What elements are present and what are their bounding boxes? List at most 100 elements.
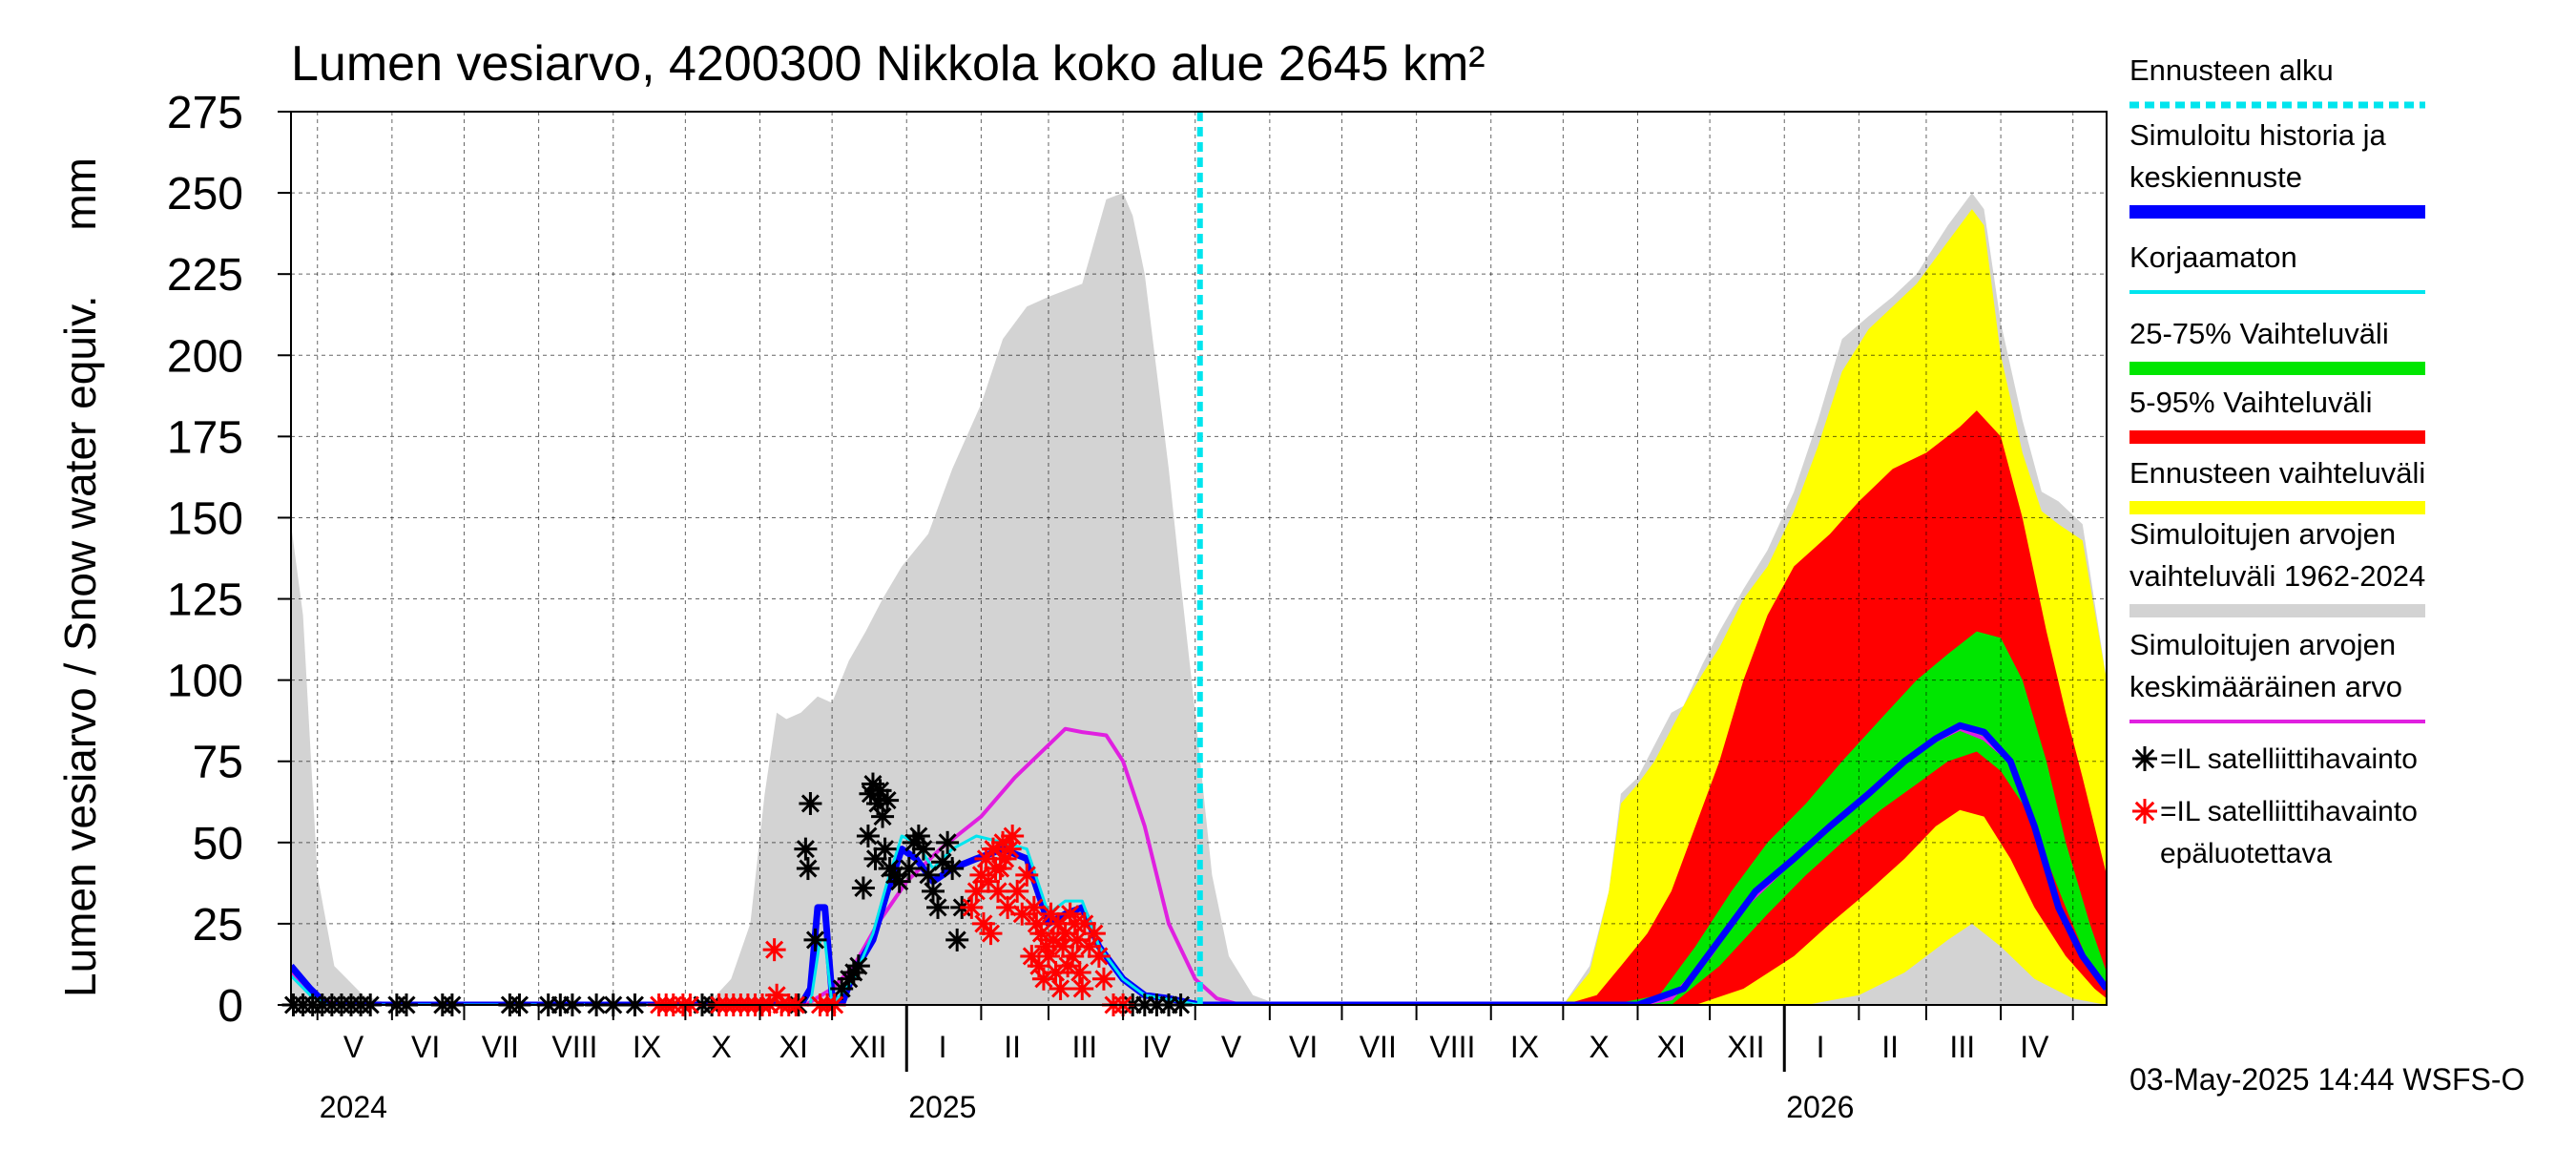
y-tick-label: 75 xyxy=(193,738,243,788)
legend-label: 25-75% Vaihteluväli xyxy=(2129,317,2389,350)
y-axis: 0 25 50 75 100 125 150 175 200 225 250 275 xyxy=(167,88,291,1032)
legend-item-simuloitu-historia-ja-keskiennuste: Simuloitu historia ja keskiennuste xyxy=(2129,118,2425,219)
x-year-label: 2025 xyxy=(908,1090,976,1124)
y-tick-label: 150 xyxy=(167,493,243,544)
marker-il-satelliittihavainto-ep-luotettava xyxy=(1068,960,1091,984)
marker-il-satelliittihavainto-ep-luotettava xyxy=(979,922,1003,946)
x-month-label: I xyxy=(939,1030,947,1064)
x-month-label: IV xyxy=(1142,1030,1172,1064)
legend-label: Simuloitujen arvojen xyxy=(2129,628,2396,661)
marker-il-satelliittihavainto xyxy=(846,954,870,978)
x-month-label: VII xyxy=(482,1030,519,1064)
footer-timestamp: 03-May-2025 14:44 WSFS-O xyxy=(2129,1062,2524,1097)
y-axis-unit: mm xyxy=(55,157,105,231)
legend-label: vaihteluväli 1962-2024 xyxy=(2129,559,2425,593)
marker-il-satelliittihavainto xyxy=(871,805,895,828)
marker-il-satelliittihavainto-ep-luotettava xyxy=(965,879,988,903)
marker-il-satelliittihavainto-ep-luotettava xyxy=(1006,879,1029,903)
legend-label: =IL satelliittihavainto xyxy=(2160,796,2418,827)
y-tick-label: 0 xyxy=(218,981,243,1032)
x-month-label: VI xyxy=(1289,1030,1318,1064)
band-25-75-vaihteluv-li xyxy=(1609,631,2107,1005)
legend-marker-icon xyxy=(2132,746,2157,771)
x-month-label: IX xyxy=(1510,1030,1539,1064)
marker-il-satelliittihavainto xyxy=(794,837,818,861)
marker-il-satelliittihavainto xyxy=(897,857,921,881)
x-month-label: XII xyxy=(1727,1030,1764,1064)
legend-marker-icon xyxy=(2132,799,2157,824)
x-month-label: X xyxy=(1589,1030,1609,1064)
y-tick-label: 25 xyxy=(193,900,243,951)
y-tick-label: 50 xyxy=(193,819,243,869)
legend-label: epäluotettava xyxy=(2160,838,2332,869)
x-year-label: 2024 xyxy=(320,1090,387,1124)
marker-il-satelliittihavainto-ep-luotettava xyxy=(762,938,786,962)
marker-il-satelliittihavainto-ep-luotettava xyxy=(960,895,984,919)
legend-label: Korjaamaton xyxy=(2129,240,2297,274)
legend-label: =IL satelliittihavainto xyxy=(2160,743,2418,775)
x-month-label: V xyxy=(1221,1030,1242,1064)
x-month-label: VI xyxy=(411,1030,440,1064)
marker-il-satelliittihavainto xyxy=(873,837,897,861)
marker-il-satelliittihavainto-ep-luotettava xyxy=(1001,825,1025,848)
marker-il-satelliittihavainto-ep-luotettava xyxy=(987,879,1010,903)
legend-item-il-satelliittihavainto-ep-luotettava: =IL satelliittihavainto epäluotettava xyxy=(2132,796,2418,869)
legend-item-il-satelliittihavainto: =IL satelliittihavainto xyxy=(2132,743,2418,775)
legend-label: keskimääräinen arvo xyxy=(2129,670,2402,703)
marker-il-satelliittihavainto xyxy=(911,837,935,861)
x-month-label: I xyxy=(1817,1030,1825,1064)
marker-il-satelliittihavainto-ep-luotettava xyxy=(1082,922,1106,946)
y-tick-label: 275 xyxy=(167,88,243,138)
legend-item-simuloitujen-arvojen-keskim-r-inen-arvo: Simuloitujen arvojen keskimääräinen arvo xyxy=(2129,628,2425,723)
legend-label: Ennusteen vaihteluväli xyxy=(2129,456,2425,490)
marker-il-satelliittihavainto-ep-luotettava xyxy=(1091,967,1115,991)
band-5-95-vaihteluv-li xyxy=(1563,410,2107,1005)
marker-il-satelliittihavainto xyxy=(887,869,911,893)
y-tick-label: 100 xyxy=(167,657,243,707)
x-month-label: VII xyxy=(1360,1030,1397,1064)
x-month-label: II xyxy=(1004,1030,1021,1064)
marker-il-satelliittihavainto xyxy=(803,928,827,951)
legend-item-simuloitujen-arvojen-vaihteluv-li-1962-2024: Simuloitujen arvojen vaihteluväli 1962-20… xyxy=(2129,517,2425,617)
x-month-label: XII xyxy=(849,1030,886,1064)
legend-label: Ennusteen alku xyxy=(2129,53,2334,87)
legend-label: Simuloitujen arvojen xyxy=(2129,517,2396,551)
x-month-label: XI xyxy=(1657,1030,1686,1064)
marker-il-satelliittihavainto xyxy=(941,857,965,881)
x-month-label: VIII xyxy=(1429,1030,1475,1064)
x-month-label: V xyxy=(343,1030,364,1064)
x-month-label: II xyxy=(1881,1030,1899,1064)
x-month-label: X xyxy=(712,1030,732,1064)
marker-il-satelliittihavainto-ep-luotettava xyxy=(1010,902,1034,926)
legend-item-5-95-vaihteluv-li: 5-95% Vaihteluväli xyxy=(2129,386,2425,444)
x-month-label: III xyxy=(1071,1030,1097,1064)
legend-item-25-75-vaihteluv-li: 25-75% Vaihteluväli xyxy=(2129,317,2425,375)
marker-il-satelliittihavainto xyxy=(945,928,969,951)
marker-il-satelliittihavainto-ep-luotettava xyxy=(1044,960,1068,984)
y-tick-label: 175 xyxy=(167,412,243,463)
x-month-label: IX xyxy=(633,1030,661,1064)
y-tick-label: 225 xyxy=(167,250,243,301)
x-month-label: XI xyxy=(779,1030,808,1064)
y-tick-label: 200 xyxy=(167,331,243,382)
y-tick-label: 250 xyxy=(167,169,243,220)
y-axis-label: Lumen vesiarvo / Snow water equiv. xyxy=(55,295,105,997)
legend: Ennusteen alku Simuloitu historia ja keski… xyxy=(2129,53,2425,869)
marker-il-satelliittihavainto-ep-luotettava xyxy=(1049,976,1072,1000)
legend-label: keskiennuste xyxy=(2129,160,2302,194)
legend-item-korjaamaton: Korjaamaton xyxy=(2129,240,2425,294)
marker-il-satelliittihavainto-ep-luotettava xyxy=(1022,895,1046,919)
legend-label: 5-95% Vaihteluväli xyxy=(2129,386,2372,419)
marker-il-satelliittihavainto-ep-luotettava xyxy=(1070,976,1094,1000)
marker-il-satelliittihavainto xyxy=(926,895,950,919)
marker-il-satelliittihavainto xyxy=(936,830,960,854)
x-month-label: VIII xyxy=(551,1030,597,1064)
marker-il-satelliittihavainto-ep-luotettava xyxy=(1015,863,1039,887)
chart-title: Lumen vesiarvo, 4200300 Nikkola koko alu… xyxy=(291,36,1485,92)
marker-il-satelliittihavainto xyxy=(796,857,820,881)
x-month-label: III xyxy=(1949,1030,1975,1064)
series-layer xyxy=(291,193,2107,1005)
marker-il-satelliittihavainto xyxy=(876,788,900,812)
